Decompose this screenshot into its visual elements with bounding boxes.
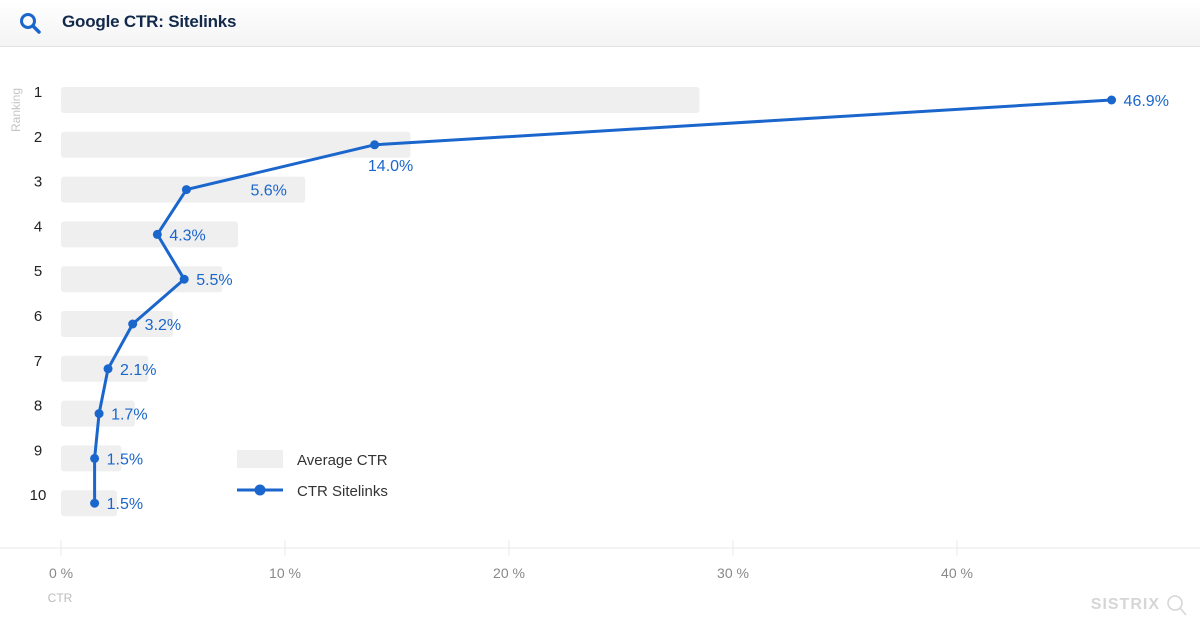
- average-ctr-bar: [61, 221, 238, 248]
- rank-label: 10: [30, 487, 47, 504]
- data-point: [103, 364, 113, 374]
- rank-label: 5: [34, 263, 42, 280]
- rank-label: 4: [34, 218, 42, 235]
- chart-title: Google CTR: Sitelinks: [62, 12, 237, 31]
- data-label: 1.5%: [107, 496, 143, 513]
- data-label: 5.5%: [196, 272, 232, 289]
- data-point: [1107, 95, 1117, 105]
- legend-dot: [254, 484, 266, 496]
- data-label: 46.9%: [1124, 93, 1169, 110]
- rank-label: 3: [34, 174, 42, 191]
- x-axis-title: CTR: [48, 591, 73, 605]
- rank-label: 8: [34, 398, 42, 415]
- data-point: [181, 185, 191, 195]
- data-label: 4.3%: [169, 227, 205, 244]
- x-tick-label: 20 %: [493, 565, 525, 581]
- x-tick-label: 0 %: [49, 565, 73, 581]
- ctr-sitelinks-line: [93, 98, 1112, 504]
- data-point: [152, 229, 162, 239]
- search-icon: [20, 13, 41, 34]
- rank-label: 2: [34, 129, 42, 146]
- x-tick-label: 30 %: [717, 565, 749, 581]
- data-point: [128, 319, 138, 329]
- data-point: [370, 140, 380, 150]
- rank-label: 6: [34, 308, 42, 325]
- data-point: [90, 498, 100, 508]
- average-ctr-bar: [61, 311, 173, 337]
- data-point: [179, 274, 189, 284]
- x-tick-label: 10 %: [269, 565, 301, 581]
- rank-label: 1: [34, 84, 42, 101]
- legend-ctr-sitelinks-label: CTR Sitelinks: [297, 483, 388, 500]
- watermark-search-icon: [1167, 595, 1183, 611]
- rank-label: 9: [34, 442, 42, 459]
- data-point: [94, 409, 104, 419]
- data-point: [90, 453, 100, 463]
- y-axis-title: Ranking: [9, 88, 23, 132]
- legend-average-ctr-swatch: [237, 450, 283, 468]
- data-label: 14.0%: [368, 158, 413, 175]
- data-label: 1.5%: [107, 451, 143, 468]
- data-label: 5.6%: [250, 183, 286, 200]
- data-label: 3.2%: [145, 317, 181, 334]
- average-ctr-bar: [61, 87, 700, 113]
- x-tick-label: 40 %: [941, 565, 973, 581]
- average-ctr-bar: [61, 490, 117, 517]
- rank-label: 7: [34, 353, 42, 370]
- legend-average-ctr-label: Average CTR: [297, 452, 388, 469]
- average-ctr-bar: [61, 131, 411, 158]
- data-label: 1.7%: [111, 407, 147, 424]
- watermark-search-handle: [1179, 607, 1187, 616]
- sistrix-watermark: SISTRIX: [1091, 596, 1160, 613]
- data-label: 2.1%: [120, 362, 156, 379]
- chart-header: Google CTR: Sitelinks: [0, 0, 1200, 47]
